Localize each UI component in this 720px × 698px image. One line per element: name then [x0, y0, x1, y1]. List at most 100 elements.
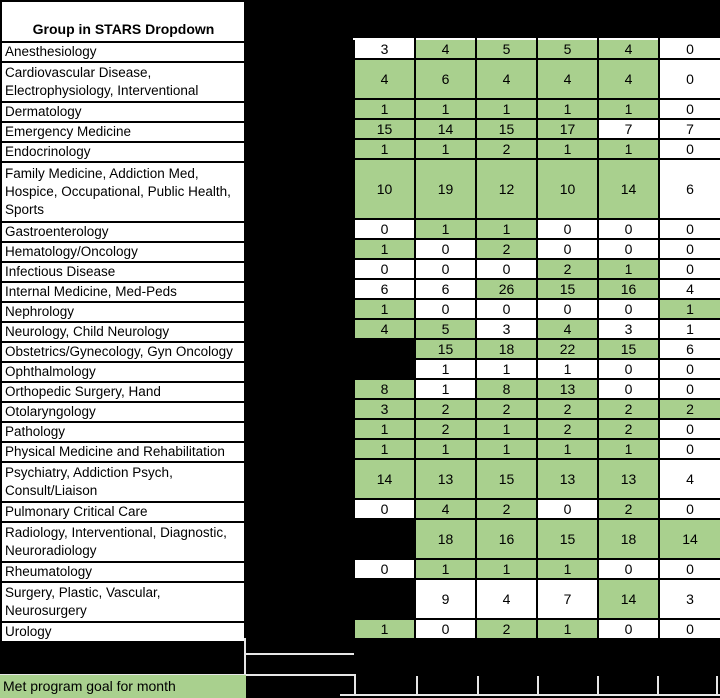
value-cell[interactable]: 0: [353, 258, 416, 280]
value-cell[interactable]: 4: [597, 38, 660, 60]
value-cell[interactable]: 4: [536, 58, 599, 100]
value-cell[interactable]: 1: [536, 358, 599, 380]
value-cell[interactable]: 4: [658, 458, 720, 500]
value-cell[interactable]: 4: [353, 58, 416, 100]
value-cell[interactable]: 15: [353, 118, 416, 140]
value-cell[interactable]: 1: [353, 418, 416, 440]
value-cell[interactable]: 0: [353, 218, 416, 240]
value-cell[interactable]: 4: [475, 578, 538, 620]
group-name-cell[interactable]: Gastroenterology: [0, 221, 246, 243]
value-cell[interactable]: 1: [353, 238, 416, 260]
value-cell[interactable]: [353, 578, 416, 620]
value-cell[interactable]: 1: [475, 418, 538, 440]
value-cell[interactable]: 14: [597, 578, 660, 620]
value-cell[interactable]: 18: [414, 518, 477, 560]
value-cell[interactable]: 1: [536, 558, 599, 580]
value-cell[interactable]: 1: [597, 438, 660, 460]
value-cell[interactable]: 0: [353, 498, 416, 520]
value-cell[interactable]: 1: [353, 298, 416, 320]
group-name-cell[interactable]: Pathology: [0, 421, 246, 443]
value-cell[interactable]: 13: [536, 378, 599, 400]
value-cell[interactable]: 4: [414, 38, 477, 60]
value-cell[interactable]: 14: [353, 458, 416, 500]
value-cell[interactable]: 0: [658, 238, 720, 260]
value-cell[interactable]: 1: [597, 258, 660, 280]
value-cell[interactable]: 16: [597, 278, 660, 300]
value-cell[interactable]: 13: [597, 458, 660, 500]
group-name-cell[interactable]: Psychiatry, Addiction Psych, Consult/Lia…: [0, 461, 246, 503]
value-cell[interactable]: 0: [536, 218, 599, 240]
value-cell[interactable]: 1: [536, 138, 599, 160]
value-cell[interactable]: 0: [658, 618, 720, 640]
value-cell[interactable]: 13: [536, 458, 599, 500]
value-cell[interactable]: 2: [475, 618, 538, 640]
value-cell[interactable]: 2: [414, 398, 477, 420]
value-cell[interactable]: 0: [597, 358, 660, 380]
value-cell[interactable]: 0: [597, 378, 660, 400]
value-cell[interactable]: 14: [597, 158, 660, 220]
value-cell[interactable]: 0: [414, 618, 477, 640]
value-cell[interactable]: 0: [658, 258, 720, 280]
group-name-cell[interactable]: Surgery, Plastic, Vascular, Neurosurgery: [0, 581, 246, 623]
value-cell[interactable]: 26: [475, 278, 538, 300]
value-cell[interactable]: 15: [414, 338, 477, 360]
value-cell[interactable]: 0: [658, 58, 720, 100]
value-cell[interactable]: 2: [536, 418, 599, 440]
group-name-cell[interactable]: Rheumatology: [0, 561, 246, 583]
group-name-cell[interactable]: Neurology, Child Neurology: [0, 321, 246, 343]
value-cell[interactable]: 0: [475, 298, 538, 320]
value-cell[interactable]: 2: [475, 138, 538, 160]
value-cell[interactable]: 1: [536, 438, 599, 460]
value-cell[interactable]: [353, 358, 416, 380]
value-cell[interactable]: 1: [658, 318, 720, 340]
value-cell[interactable]: 2: [536, 398, 599, 420]
value-cell[interactable]: 2: [475, 238, 538, 260]
value-cell[interactable]: 1: [475, 438, 538, 460]
value-cell[interactable]: 0: [597, 618, 660, 640]
value-cell[interactable]: 2: [597, 398, 660, 420]
value-cell[interactable]: 0: [658, 98, 720, 120]
value-cell[interactable]: 1: [353, 618, 416, 640]
value-cell[interactable]: 1: [353, 98, 416, 120]
value-cell[interactable]: 2: [597, 498, 660, 520]
value-cell[interactable]: 0: [414, 238, 477, 260]
value-cell[interactable]: 5: [475, 38, 538, 60]
value-cell[interactable]: 1: [414, 378, 477, 400]
value-cell[interactable]: 6: [414, 278, 477, 300]
value-cell[interactable]: 16: [475, 518, 538, 560]
value-cell[interactable]: 0: [658, 418, 720, 440]
value-cell[interactable]: 0: [475, 258, 538, 280]
value-cell[interactable]: 7: [658, 118, 720, 140]
group-name-cell[interactable]: Obstetrics/Gynecology, Gyn Oncology: [0, 341, 246, 363]
value-cell[interactable]: 0: [658, 358, 720, 380]
group-name-cell[interactable]: Internal Medicine, Med-Peds: [0, 281, 246, 303]
value-cell[interactable]: 1: [475, 98, 538, 120]
group-name-cell[interactable]: Family Medicine, Addiction Med, Hospice,…: [0, 161, 246, 223]
value-cell[interactable]: 12: [475, 158, 538, 220]
value-cell[interactable]: 0: [658, 498, 720, 520]
group-name-cell[interactable]: Physical Medicine and Rehabilitation: [0, 441, 246, 463]
value-cell[interactable]: 0: [658, 38, 720, 60]
value-cell[interactable]: 0: [536, 298, 599, 320]
group-name-cell[interactable]: Ophthalmology: [0, 361, 246, 383]
value-cell[interactable]: 14: [414, 118, 477, 140]
value-cell[interactable]: 8: [353, 378, 416, 400]
value-cell[interactable]: 22: [536, 338, 599, 360]
group-name-cell[interactable]: Emergency Medicine: [0, 121, 246, 143]
value-cell[interactable]: 3: [658, 578, 720, 620]
value-cell[interactable]: 10: [536, 158, 599, 220]
value-cell[interactable]: 3: [353, 398, 416, 420]
value-cell[interactable]: 8: [475, 378, 538, 400]
value-cell[interactable]: 2: [597, 418, 660, 440]
value-cell[interactable]: 0: [536, 238, 599, 260]
value-cell[interactable]: 15: [536, 518, 599, 560]
value-cell[interactable]: 0: [353, 558, 416, 580]
value-cell[interactable]: 5: [536, 38, 599, 60]
value-cell[interactable]: 1: [536, 98, 599, 120]
value-cell[interactable]: 0: [597, 558, 660, 580]
value-cell[interactable]: 7: [597, 118, 660, 140]
value-cell[interactable]: 18: [475, 338, 538, 360]
value-cell[interactable]: 15: [475, 458, 538, 500]
value-cell[interactable]: 1: [414, 558, 477, 580]
value-cell[interactable]: 1: [658, 298, 720, 320]
